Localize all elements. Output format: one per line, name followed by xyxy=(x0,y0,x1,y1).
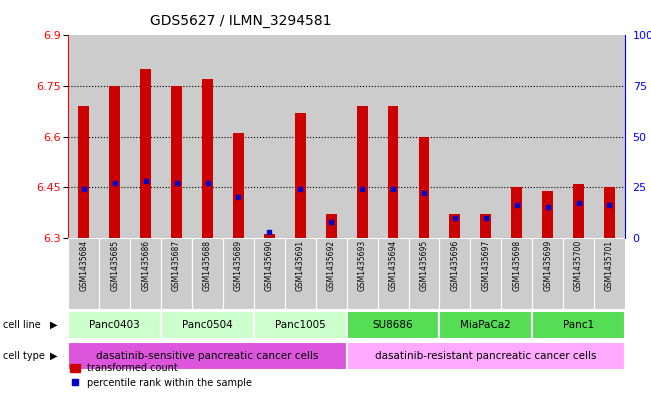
Bar xyxy=(295,113,306,238)
Legend: transformed count, percentile rank within the sample: transformed count, percentile rank withi… xyxy=(70,363,253,388)
Bar xyxy=(419,136,430,238)
Text: GSM1435695: GSM1435695 xyxy=(419,240,428,291)
Text: GSM1435692: GSM1435692 xyxy=(327,240,336,291)
FancyBboxPatch shape xyxy=(192,238,223,309)
FancyBboxPatch shape xyxy=(68,238,99,309)
Bar xyxy=(192,35,223,238)
Bar xyxy=(326,214,337,238)
FancyBboxPatch shape xyxy=(439,310,532,339)
Text: GSM1435701: GSM1435701 xyxy=(605,240,614,291)
FancyBboxPatch shape xyxy=(161,310,254,339)
Bar xyxy=(573,184,584,238)
FancyBboxPatch shape xyxy=(68,310,161,339)
FancyBboxPatch shape xyxy=(99,238,130,309)
Bar xyxy=(594,35,625,238)
Text: Panc0403: Panc0403 xyxy=(89,320,140,330)
Bar xyxy=(233,133,244,238)
FancyBboxPatch shape xyxy=(130,238,161,309)
FancyBboxPatch shape xyxy=(439,238,470,309)
Bar xyxy=(532,35,563,238)
Bar xyxy=(284,35,316,238)
Bar xyxy=(68,35,99,238)
Bar xyxy=(511,187,522,238)
Text: GSM1435685: GSM1435685 xyxy=(110,240,119,291)
Bar xyxy=(140,69,151,238)
Bar xyxy=(161,35,192,238)
Text: GSM1435696: GSM1435696 xyxy=(450,240,460,291)
FancyBboxPatch shape xyxy=(254,310,346,339)
Text: cell line: cell line xyxy=(3,320,41,330)
Text: GSM1435690: GSM1435690 xyxy=(265,240,274,291)
Text: ▶: ▶ xyxy=(49,320,57,330)
Text: GSM1435693: GSM1435693 xyxy=(357,240,367,291)
Bar xyxy=(604,187,615,238)
Text: GDS5627 / ILMN_3294581: GDS5627 / ILMN_3294581 xyxy=(150,14,331,28)
FancyBboxPatch shape xyxy=(501,238,532,309)
FancyBboxPatch shape xyxy=(532,310,625,339)
FancyBboxPatch shape xyxy=(223,238,254,309)
FancyBboxPatch shape xyxy=(346,342,625,370)
FancyBboxPatch shape xyxy=(68,342,346,370)
Bar xyxy=(542,191,553,238)
FancyBboxPatch shape xyxy=(284,238,316,309)
Bar xyxy=(109,86,120,238)
FancyBboxPatch shape xyxy=(254,238,284,309)
FancyBboxPatch shape xyxy=(346,238,378,309)
Text: cell type: cell type xyxy=(3,351,45,361)
FancyBboxPatch shape xyxy=(563,238,594,309)
Text: GSM1435688: GSM1435688 xyxy=(203,240,212,291)
Text: dasatinib-resistant pancreatic cancer cells: dasatinib-resistant pancreatic cancer ce… xyxy=(375,351,596,361)
Text: GSM1435694: GSM1435694 xyxy=(389,240,398,291)
Text: GSM1435689: GSM1435689 xyxy=(234,240,243,291)
FancyBboxPatch shape xyxy=(532,238,563,309)
Bar xyxy=(346,35,378,238)
Bar xyxy=(449,214,460,238)
Text: Panc1005: Panc1005 xyxy=(275,320,326,330)
Bar xyxy=(130,35,161,238)
Text: dasatinib-sensitive pancreatic cancer cells: dasatinib-sensitive pancreatic cancer ce… xyxy=(96,351,319,361)
Bar xyxy=(223,35,254,238)
Text: GSM1435698: GSM1435698 xyxy=(512,240,521,291)
Bar xyxy=(316,35,346,238)
Bar xyxy=(171,86,182,238)
Text: GSM1435700: GSM1435700 xyxy=(574,240,583,291)
Text: MiaPaCa2: MiaPaCa2 xyxy=(460,320,511,330)
Text: Panc0504: Panc0504 xyxy=(182,320,233,330)
Bar xyxy=(480,214,492,238)
FancyBboxPatch shape xyxy=(346,310,439,339)
Bar xyxy=(501,35,532,238)
Bar xyxy=(439,35,470,238)
Text: GSM1435686: GSM1435686 xyxy=(141,240,150,291)
FancyBboxPatch shape xyxy=(470,238,501,309)
Bar xyxy=(470,35,501,238)
FancyBboxPatch shape xyxy=(594,238,625,309)
Bar xyxy=(563,35,594,238)
Text: GSM1435697: GSM1435697 xyxy=(481,240,490,291)
Bar xyxy=(202,79,213,238)
FancyBboxPatch shape xyxy=(378,238,409,309)
Bar xyxy=(387,106,398,238)
Bar xyxy=(409,35,439,238)
Bar xyxy=(78,106,89,238)
Text: GSM1435687: GSM1435687 xyxy=(172,240,181,291)
Bar xyxy=(378,35,409,238)
FancyBboxPatch shape xyxy=(316,238,346,309)
Text: SU8686: SU8686 xyxy=(373,320,413,330)
FancyBboxPatch shape xyxy=(161,238,192,309)
Bar xyxy=(99,35,130,238)
Text: Panc1: Panc1 xyxy=(563,320,594,330)
Bar xyxy=(357,106,368,238)
FancyBboxPatch shape xyxy=(409,238,439,309)
Text: GSM1435691: GSM1435691 xyxy=(296,240,305,291)
Text: GSM1435699: GSM1435699 xyxy=(543,240,552,291)
Bar xyxy=(254,35,284,238)
Text: ▶: ▶ xyxy=(49,351,57,361)
Bar xyxy=(264,234,275,238)
Text: GSM1435684: GSM1435684 xyxy=(79,240,89,291)
